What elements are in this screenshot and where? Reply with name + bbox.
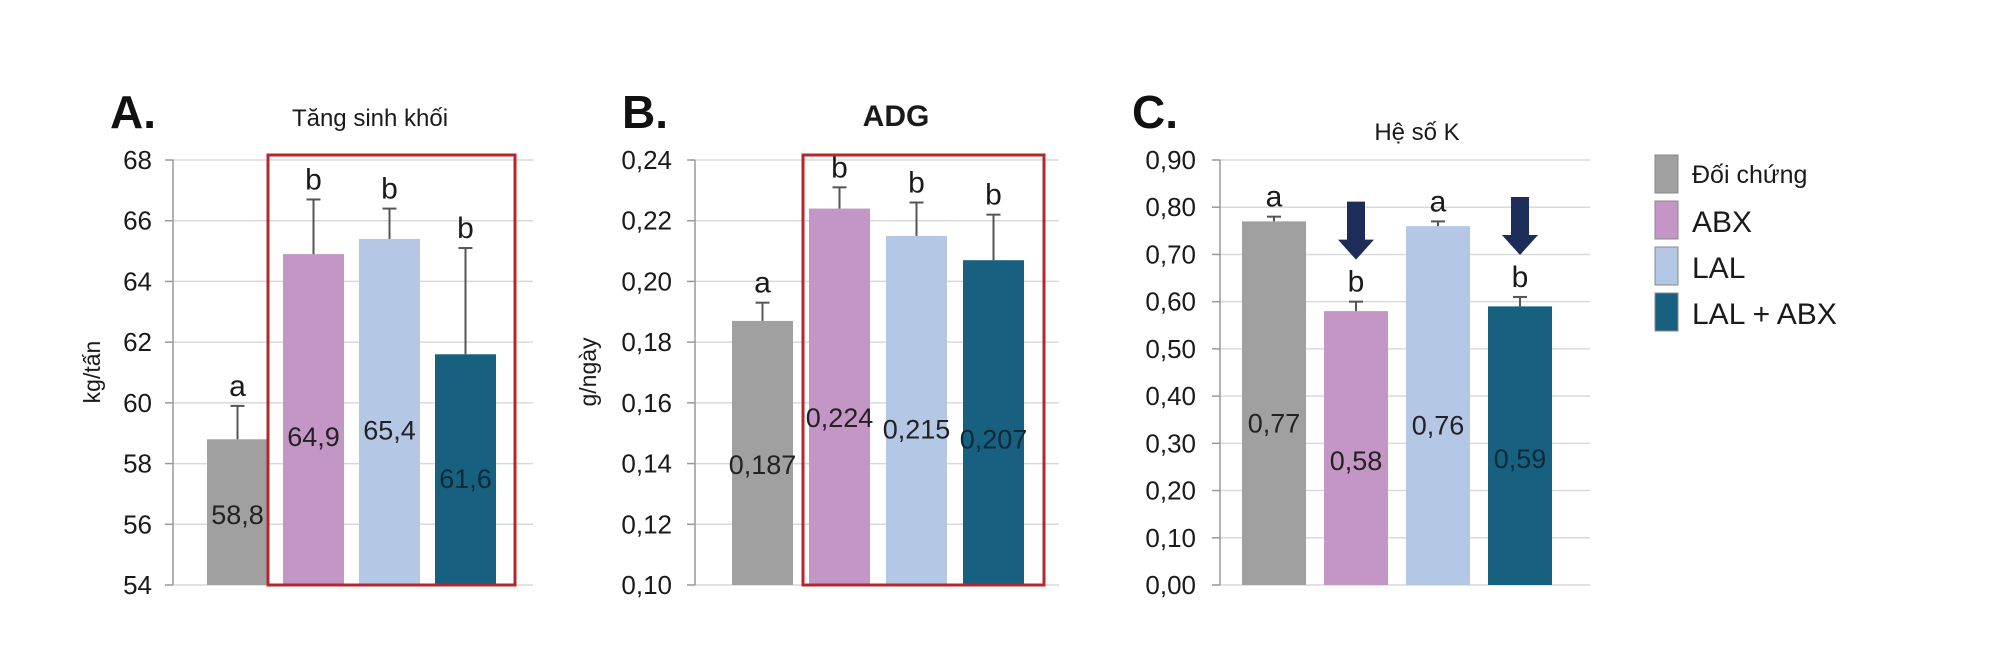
legend-swatch: [1654, 246, 1679, 286]
bar: [963, 260, 1024, 585]
bar: [1242, 221, 1306, 585]
y-tick-label: 0,90: [1145, 145, 1196, 175]
legend-label: LAL + ABX: [1692, 298, 1837, 331]
chart-panel-c: 0,00 0,10 0,20 0,30 0,40 0,50 0,60 0,70 0,80 0,90…: [1132, 86, 1590, 600]
data-label: 65,4: [363, 416, 416, 446]
panel-letter: C.: [1132, 86, 1178, 138]
legend-label: LAL: [1692, 252, 1745, 285]
significance-letter: b: [831, 151, 848, 184]
highlight-box: [801, 153, 1046, 587]
y-tick-label: 0,10: [1145, 523, 1196, 553]
y-tick-label: 0,10: [621, 570, 672, 600]
data-label: 0,59: [1494, 444, 1547, 474]
bar: [1488, 306, 1552, 585]
legend-item: ABX: [1654, 200, 1752, 240]
data-label: 64,9: [287, 422, 340, 452]
y-tick-label: 64: [123, 266, 152, 296]
legend-label: ABX: [1692, 206, 1752, 239]
significance-letter: b: [305, 163, 322, 196]
significance-letter: a: [1430, 185, 1447, 218]
data-label: 58,8: [211, 500, 264, 530]
data-label: 61,6: [439, 464, 492, 494]
y-tick-label: 62: [123, 327, 152, 357]
significance-letter: b: [908, 167, 925, 200]
legend-item: Đối chứng: [1654, 154, 1807, 194]
y-tick-label: 0,22: [621, 206, 672, 236]
bar: [435, 354, 496, 585]
y-tick-label: 0,70: [1145, 239, 1196, 269]
significance-letter: a: [1266, 181, 1283, 214]
data-label: 0,58: [1330, 446, 1383, 476]
chart-panel-a: 54 56 58 60 62 64 66 68 a 58,8 b 64,9 b 65,4 b 61,6 A. Tă…: [79, 86, 533, 600]
bar: [1406, 226, 1470, 585]
bar: [359, 238, 420, 585]
bar: [283, 254, 344, 585]
chart-panel-b: 0,10 0,12 0,14 0,16 0,18 0,20 0,22 0,24 a 0,187 b 0…: [575, 86, 1059, 600]
legend-swatch: [1654, 292, 1679, 332]
y-tick-label: 0,14: [621, 449, 672, 479]
y-tick-label: 0,16: [621, 388, 672, 418]
y-tick-label: 0,30: [1145, 428, 1196, 458]
y-tick-label: 56: [123, 509, 152, 539]
legend-swatch: [1654, 154, 1679, 194]
legend-item: LAL + ABX: [1654, 292, 1837, 332]
y-axis-label: kg/tấn: [79, 341, 105, 404]
bar: [809, 208, 870, 586]
data-label: 0,215: [883, 414, 951, 444]
significance-letter: a: [229, 370, 246, 403]
data-label: 0,77: [1248, 408, 1301, 438]
y-tick-label: 0,00: [1145, 570, 1196, 600]
down-arrow-icon: [1338, 201, 1374, 260]
chart-title: Hệ số K: [1374, 119, 1459, 146]
y-tick-label: 0,60: [1145, 287, 1196, 317]
significance-letter: b: [381, 173, 398, 206]
legend-swatch: [1654, 200, 1679, 240]
y-tick-label: 68: [123, 145, 152, 175]
bar: [207, 439, 268, 585]
data-label: 0,187: [729, 450, 797, 480]
legend: Đối chứng ABX LAL LAL + ABX: [1654, 154, 1837, 332]
significance-letter: a: [754, 267, 771, 300]
significance-letter: b: [1348, 266, 1365, 299]
chart-title: ADG: [863, 100, 930, 133]
charts-group: 54 56 58 60 62 64 66 68 a 58,8 b 64,9 b 65,4 b 61,6 A. Tă…: [79, 86, 1590, 600]
chart-title: Tăng sinh khối: [292, 105, 448, 132]
y-tick-label: 58: [123, 449, 152, 479]
significance-letter: b: [985, 179, 1002, 212]
panel-letter: B.: [622, 86, 668, 138]
significance-letter: b: [457, 212, 474, 245]
y-tick-label: 0,40: [1145, 381, 1196, 411]
y-tick-label: 54: [123, 570, 152, 600]
bar: [1324, 311, 1388, 585]
y-tick-label: 0,20: [1145, 476, 1196, 506]
y-axis-label: g/ngày: [575, 337, 601, 407]
panel-letter: A.: [110, 86, 156, 138]
data-label: 0,76: [1412, 410, 1465, 440]
legend-label: Đối chứng: [1692, 161, 1807, 189]
data-label: 0,224: [806, 403, 874, 433]
data-label: 0,207: [960, 425, 1028, 455]
down-arrow-icon: [1502, 196, 1538, 255]
y-tick-label: 0,50: [1145, 334, 1196, 364]
legend-item: LAL: [1654, 246, 1745, 286]
y-tick-label: 0,24: [621, 145, 672, 175]
y-tick-label: 60: [123, 388, 152, 418]
y-tick-label: 66: [123, 206, 152, 236]
y-tick-label: 0,80: [1145, 192, 1196, 222]
significance-letter: b: [1512, 261, 1529, 294]
y-tick-label: 0,12: [621, 509, 672, 539]
bar: [886, 235, 947, 585]
y-tick-label: 0,20: [621, 266, 672, 296]
bar: [732, 320, 793, 585]
y-tick-label: 0,18: [621, 327, 672, 357]
highlight-box: [266, 153, 517, 587]
